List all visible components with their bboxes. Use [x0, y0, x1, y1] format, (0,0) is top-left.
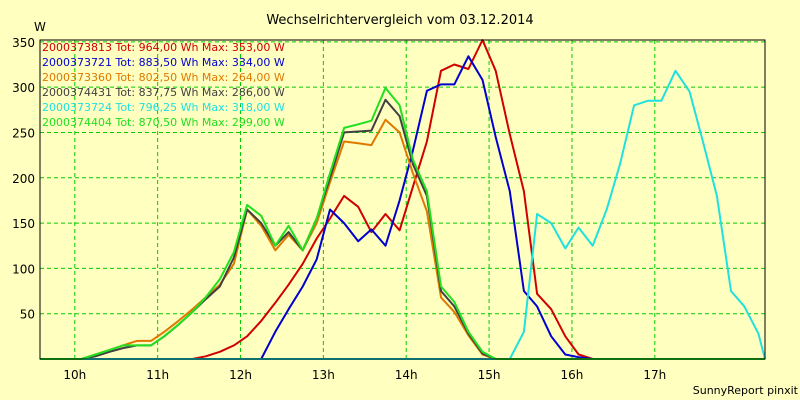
- legend-entry: 2000373724 Tot: 796,25 Wh Max: 318,00 W: [42, 101, 285, 114]
- x-tick-label: 15h: [478, 368, 501, 382]
- legend-entry: 2000373360 Tot: 802,50 Wh Max: 264,00 W: [42, 71, 285, 84]
- y-tick-label: 250: [12, 126, 35, 140]
- x-tick-label: 11h: [146, 368, 169, 382]
- legend-entry: 2000374431 Tot: 837,75 Wh Max: 286,00 W: [42, 86, 285, 99]
- y-tick-label: 300: [12, 81, 35, 95]
- x-tick-label: 14h: [395, 368, 418, 382]
- y-axis-label: W: [34, 20, 46, 34]
- y-tick-label: 200: [12, 172, 35, 186]
- legend-entry: 2000374404 Tot: 870,50 Wh Max: 299,00 W: [42, 116, 285, 129]
- y-tick-label: 350: [12, 36, 35, 50]
- x-tick-label: 12h: [229, 368, 252, 382]
- legend: 2000373813 Tot: 964,00 Wh Max: 353,00 W 2…: [42, 41, 285, 129]
- chart-title: Wechselrichtervergleich vom 03.12.2014: [266, 13, 533, 28]
- y-tick-label: 100: [12, 262, 35, 276]
- x-tick-labels: 10h 11h 12h 13h 14h 15h 16h 17h: [63, 368, 666, 382]
- x-tick-label: 13h: [312, 368, 335, 382]
- footer-credit: SunnyReport pinxit: [693, 384, 799, 397]
- y-tick-label: 50: [20, 308, 35, 322]
- plot-frame: [39, 39, 766, 360]
- x-tick-label: 16h: [561, 368, 584, 382]
- y-tick-label: 150: [12, 217, 35, 231]
- x-tick-label: 17h: [643, 368, 666, 382]
- x-tick-label: 10h: [63, 368, 86, 382]
- legend-entry: 2000373721 Tot: 883,50 Wh Max: 334,00 W: [42, 56, 285, 69]
- legend-entry: 2000373813 Tot: 964,00 Wh Max: 353,00 W: [42, 41, 285, 54]
- grid: [40, 40, 765, 359]
- y-tick-labels: 50 100 150 200 250 300 350: [12, 36, 35, 322]
